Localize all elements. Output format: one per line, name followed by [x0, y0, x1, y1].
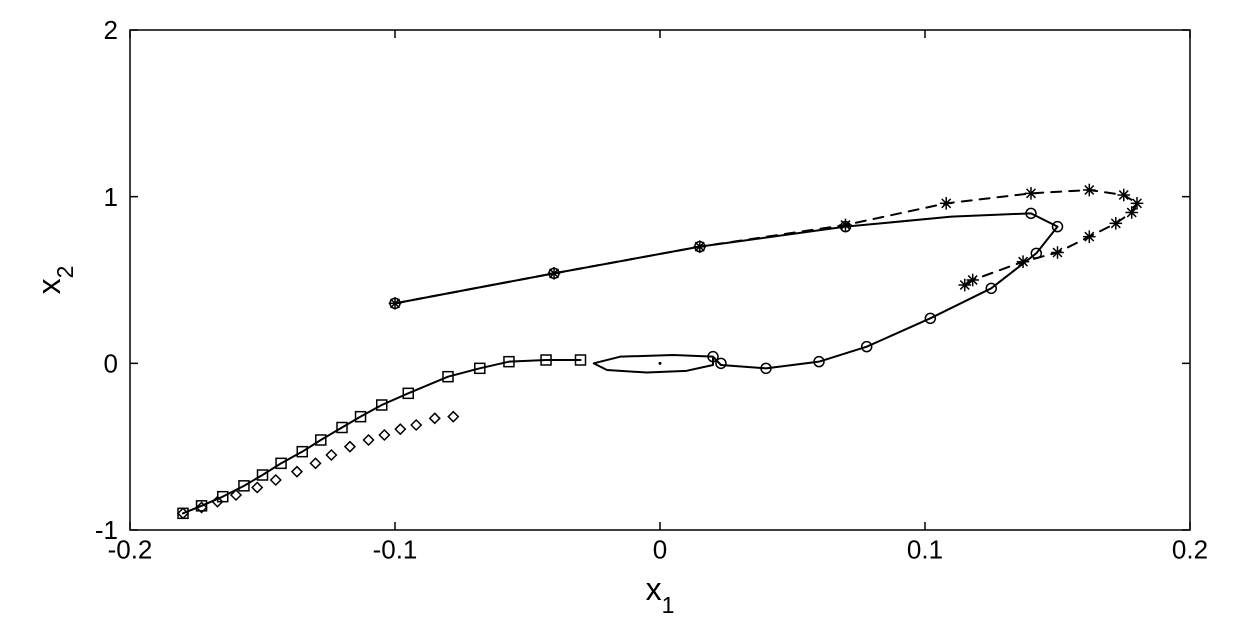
svg-text:0: 0: [653, 535, 667, 565]
svg-text:-1: -1: [95, 515, 118, 545]
svg-text:-0.1: -0.1: [373, 535, 418, 565]
svg-text:0.2: 0.2: [1172, 535, 1208, 565]
phase-plot-chart: -0.2-0.100.10.2-1012x1x2: [0, 0, 1240, 626]
svg-text:0.1: 0.1: [907, 535, 943, 565]
chart-svg: -0.2-0.100.10.2-1012x1x2: [0, 0, 1240, 626]
svg-text:1: 1: [104, 182, 118, 212]
svg-text:2: 2: [104, 15, 118, 45]
svg-text:0: 0: [104, 348, 118, 378]
